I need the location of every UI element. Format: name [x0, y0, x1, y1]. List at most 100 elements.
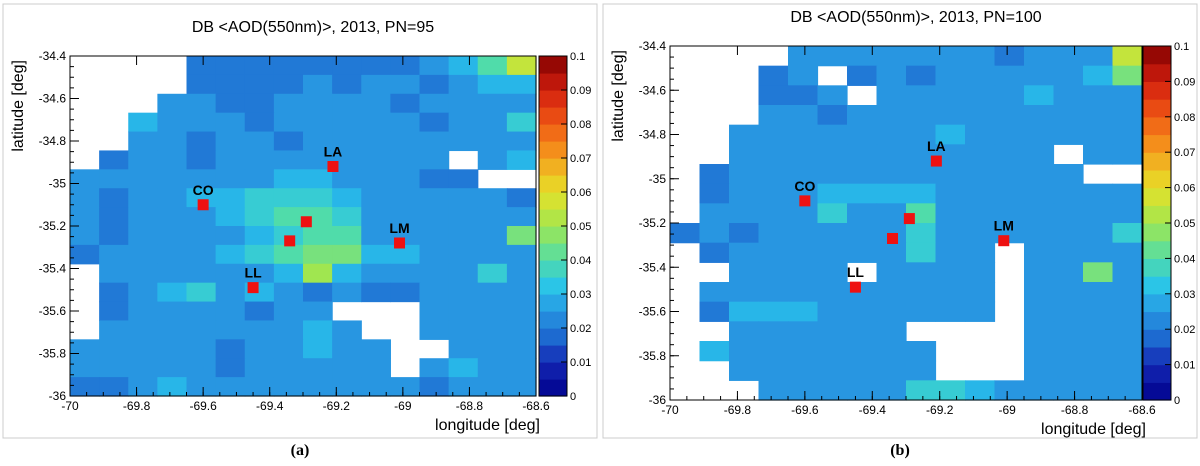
- colorbar-segment: [539, 328, 567, 346]
- heatmap-cell: [215, 150, 246, 170]
- caption-b: (b): [890, 442, 910, 459]
- heatmap-cell: [788, 85, 819, 106]
- heatmap-cell: [244, 74, 275, 95]
- heatmap-cell: [1024, 360, 1055, 381]
- heatmap-cell: [448, 377, 479, 397]
- heatmap-cell: [303, 339, 333, 359]
- heatmap-cell: [157, 358, 188, 378]
- heatmap-cell: [186, 207, 217, 227]
- heatmap-cell: [215, 74, 246, 95]
- heatmap-cell: [70, 339, 100, 359]
- heatmap-cell: [788, 46, 819, 67]
- heatmap-cell: [935, 183, 966, 204]
- heatmap-cell: [215, 131, 246, 152]
- heatmap-cell: [332, 320, 362, 340]
- heatmap-cell: [448, 301, 479, 322]
- heatmap-cell: [448, 56, 479, 76]
- heatmap-cell: [361, 131, 391, 152]
- heatmap-cell: [506, 263, 537, 284]
- x-tick-label: -69.8: [724, 403, 752, 417]
- heatmap-cell: [419, 320, 450, 340]
- heatmap-cell: [876, 164, 907, 185]
- heatmap-cell: [303, 358, 333, 378]
- colorbar-segment: [539, 277, 567, 295]
- heatmap-cell: [215, 263, 246, 284]
- heatmap-cell: [729, 124, 760, 145]
- heatmap-cell: [906, 85, 937, 106]
- heatmap-cell: [1024, 124, 1055, 145]
- heatmap-cell: [332, 339, 362, 359]
- heatmap-cell: [273, 207, 304, 227]
- heatmap-cell: [303, 301, 333, 322]
- heatmap-cell: [477, 112, 508, 133]
- heatmap-cell: [99, 207, 129, 227]
- heatmap-cell: [390, 131, 421, 152]
- heatmap-cell: [273, 301, 304, 322]
- heatmap-cell: [847, 46, 878, 67]
- heatmap-cell: [186, 93, 217, 114]
- colorbar-segment: [539, 345, 567, 363]
- colorbar-segment: [1143, 346, 1171, 366]
- y-tick-label: -35.8: [639, 349, 667, 363]
- colorbar-segment: [1143, 46, 1171, 65]
- heatmap-cell: [70, 188, 100, 208]
- heatmap-cell: [70, 358, 100, 378]
- colorbar: 0 0.01 0.02 0.03 0.04 0.05 0.06 0.07 0.08 0.09 0.1: [538, 51, 591, 403]
- heatmap-cell: [157, 150, 188, 170]
- heatmap-cell: [817, 164, 848, 185]
- heatmap-cell: [448, 339, 479, 359]
- heatmap-cell: [1083, 282, 1114, 303]
- heatmap-cell: [477, 188, 508, 208]
- heatmap-cell: [303, 150, 333, 170]
- heatmap-cell: [965, 65, 996, 86]
- heatmap-cell: [1112, 105, 1143, 126]
- x-tick-label: -68.6: [522, 399, 550, 413]
- site-markers: LA CO LM LL: [193, 144, 410, 294]
- heatmap-cell: [729, 360, 760, 381]
- heatmap-cell: [758, 282, 789, 303]
- heatmap-cell: [1112, 242, 1143, 263]
- site-label: CO: [794, 178, 815, 194]
- colorbar-tick-label: 0.01: [570, 357, 591, 369]
- heatmap-cell: [1083, 262, 1114, 283]
- heatmap-cell: [273, 56, 304, 76]
- heatmap-cell: [758, 183, 789, 204]
- heatmap-cell: [788, 380, 819, 401]
- heatmap-cell: [1112, 380, 1143, 401]
- colorbar-tick-label: 0: [570, 391, 576, 403]
- heatmap-cell: [506, 282, 537, 303]
- heatmap-cell: [1053, 46, 1084, 67]
- heatmap-cell: [906, 144, 937, 165]
- colorbar-segment: [1143, 382, 1171, 401]
- heatmap-cell: [506, 358, 537, 378]
- heatmap-cell: [303, 112, 333, 133]
- heatmap-cell: [448, 93, 479, 114]
- panel-a: -70 -69.8 -69.6 -69.4 -69.2 -69 -68.8 -68.6 -36 -…: [2, 3, 598, 439]
- heatmap-cell: [965, 124, 996, 145]
- x-tick-label: -69.2: [926, 403, 954, 417]
- heatmap-cell: [876, 360, 907, 381]
- heatmap-cell: [729, 242, 760, 263]
- heatmap-cell: [729, 262, 760, 283]
- heatmap-cell: [758, 85, 789, 106]
- y-tick-label: -36: [49, 389, 67, 403]
- y-tick-label: -34.6: [639, 83, 667, 97]
- colorbar: 0 0.01 0.02 0.03 0.04 0.05 0.06 0.07 0.08 0.09 0.1: [1142, 41, 1195, 407]
- heatmap-cell: [215, 188, 246, 208]
- colorbar-segment: [539, 379, 567, 397]
- site-markers: LA CO LM LL: [794, 138, 1014, 293]
- heatmap-cell: [906, 164, 937, 185]
- site-marker: [849, 281, 861, 293]
- colorbar-segment: [1143, 63, 1171, 82]
- heatmap-cell: [186, 150, 217, 170]
- heatmap-cell: [788, 341, 819, 362]
- heatmap-cell: [906, 223, 937, 244]
- colorbar-segment: [539, 209, 567, 227]
- heatmap-cell: [186, 339, 217, 359]
- heatmap-cell: [935, 223, 966, 244]
- heatmap-cell: [477, 263, 508, 284]
- heatmap-cell: [273, 282, 304, 303]
- heatmap-cell: [244, 150, 275, 170]
- colorbar-tick-label: 0.05: [570, 221, 591, 233]
- heatmap-cell: [128, 320, 158, 340]
